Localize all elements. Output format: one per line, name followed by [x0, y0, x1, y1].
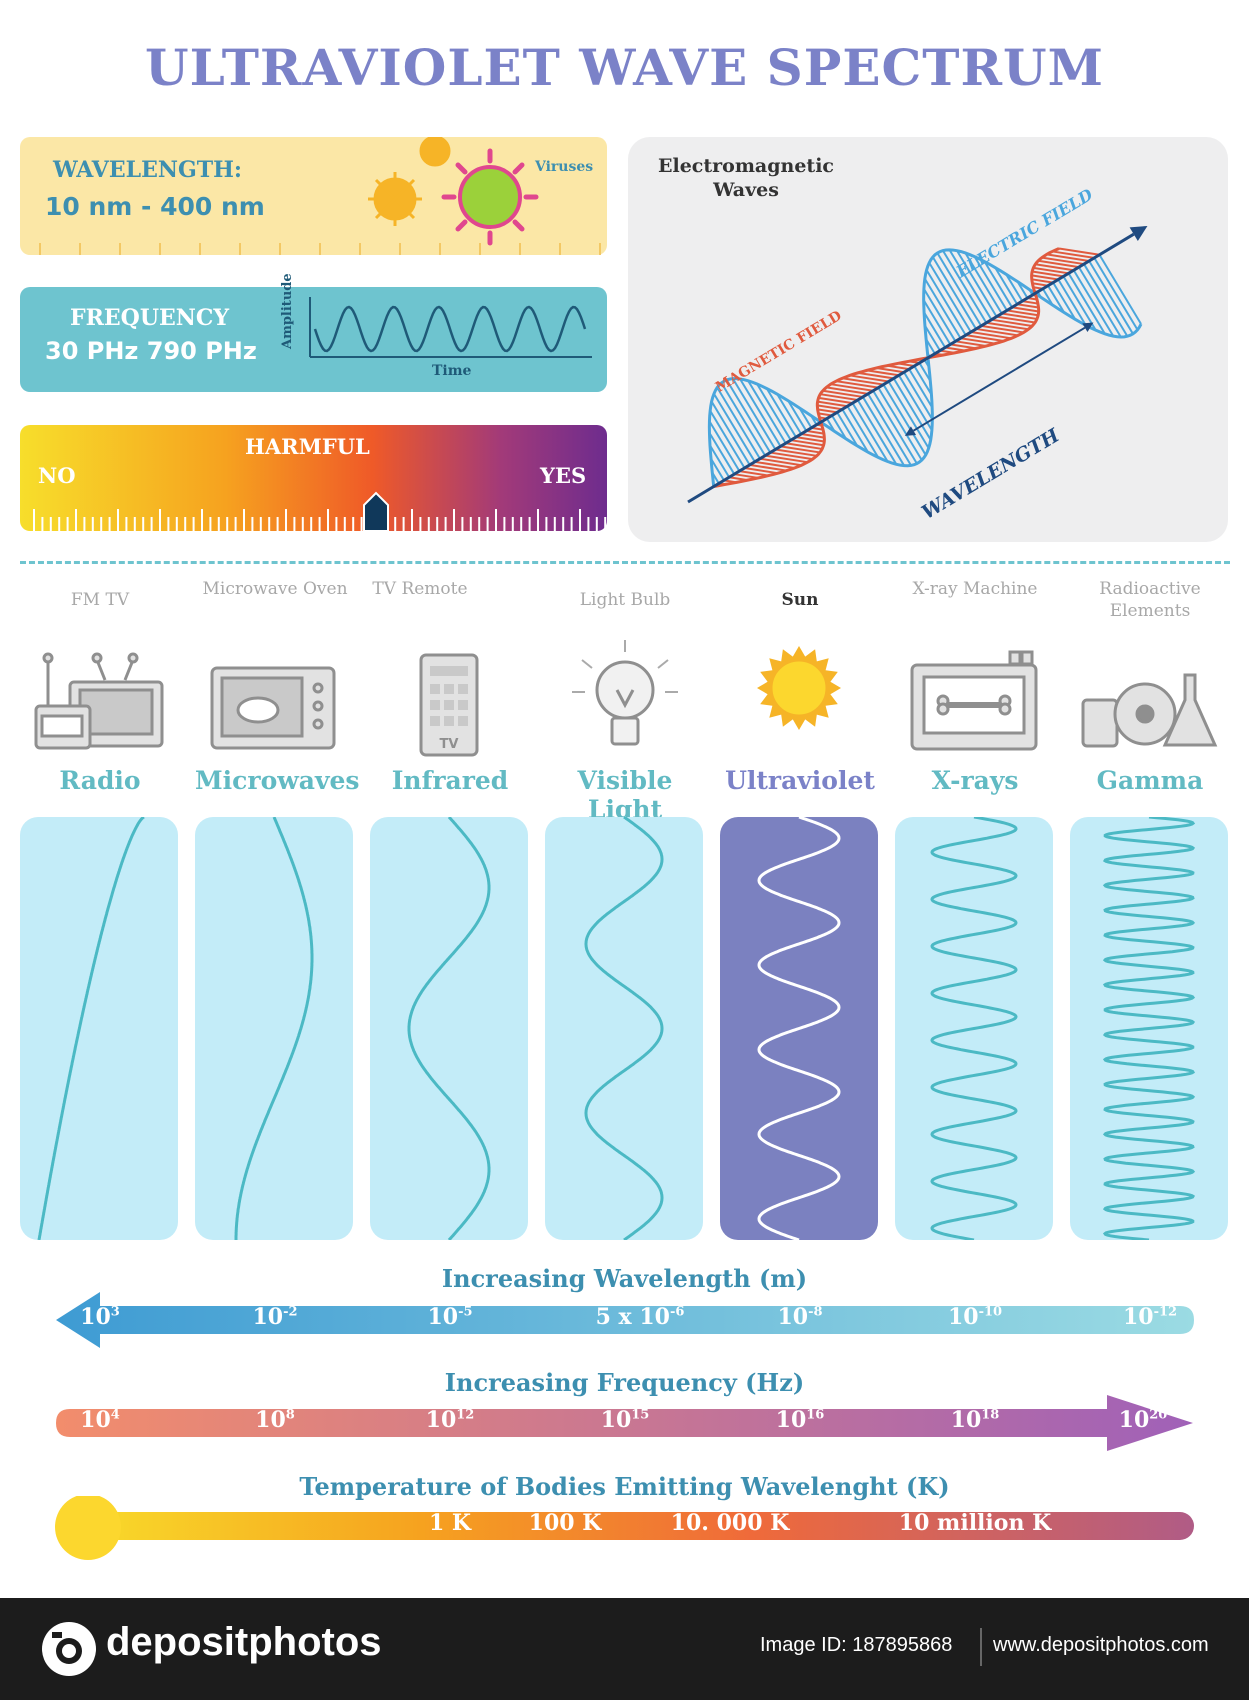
temperature-axis-bar: [55, 1496, 1194, 1560]
em-waves-card: Electromagnetic Waves ELECTRIC FIELD MAG…: [628, 137, 1228, 542]
virus-icon: [39, 137, 601, 255]
wavelength-tick-4: 10-8: [777, 1304, 823, 1330]
frequency-tick-1: 108: [255, 1407, 295, 1433]
wave-label-xrays: X-rays: [931, 766, 1019, 795]
frequency-tick-2: 1012: [425, 1407, 475, 1433]
sun-icon: [757, 646, 841, 730]
wave-panel-ultraviolet: [720, 817, 878, 1240]
wavelength-axis-bar: [56, 1292, 1194, 1348]
wave-label-visible-light: Visible Light: [577, 766, 673, 824]
wave-path-ultraviolet: [757, 817, 841, 1240]
wavelength-tick-6: 10-12: [1122, 1304, 1178, 1330]
source-label-microwave-oven: Microwave Oven: [202, 579, 348, 599]
wave-label-microwaves: Microwaves: [195, 766, 360, 795]
source-label-sun: Sun: [781, 590, 819, 610]
footer-bar: depositphotos Image ID: 187895868 www.de…: [0, 1598, 1249, 1700]
frequency-axis-bar: [56, 1395, 1193, 1451]
temperature-tick-0: 1 K: [428, 1510, 472, 1536]
frequency-tick-6: 1020: [1118, 1407, 1168, 1433]
wave-panel-xrays: [895, 817, 1053, 1240]
footer-divider: [980, 1628, 982, 1666]
wave-path-microwaves: [234, 817, 314, 1240]
wavelength-label: WAVELENGTH:: [53, 157, 243, 183]
footer-brand: depositphotos: [106, 1620, 382, 1664]
frequency-tick-5: 1018: [950, 1407, 1000, 1433]
temperature-tick-3: 10 million K: [898, 1510, 1052, 1536]
microwave-oven-icon: [210, 666, 336, 750]
wave-panel-microwaves: [195, 817, 353, 1240]
frequency-card: FREQUENCY 30 PHz 790 PHz Amplitude Time: [20, 273, 607, 392]
radio-tv-icon: [34, 652, 164, 750]
wave-panel-radio: [20, 817, 178, 1240]
ruler-ticks: [39, 243, 601, 255]
frequency-value: 30 PHz 790 PHz: [45, 337, 257, 365]
xray-machine-icon: [910, 650, 1038, 751]
wave-path-visible-light: [584, 817, 664, 1240]
page-title: ULTRAVIOLET WAVE SPECTRUM: [145, 38, 1104, 97]
footer-url: www.depositphotos.com: [993, 1634, 1209, 1656]
source-label-tv-remote: TV Remote: [372, 579, 468, 599]
tv-remote-icon: [419, 653, 479, 757]
temperature-tick-2: 10. 000 K: [670, 1510, 790, 1536]
harmful-scale: [33, 491, 607, 531]
wave-path-infrared: [407, 817, 491, 1240]
harmful-no-label: NO: [38, 463, 76, 488]
frequency-tick-0: 104: [80, 1407, 120, 1433]
source-label-xray-machine: X-ray Machine: [912, 579, 1038, 599]
frequency-tick-4: 1016: [775, 1407, 825, 1433]
harmful-label: HARMFUL: [245, 434, 370, 459]
wave-label-ultraviolet: Ultraviolet: [725, 766, 875, 795]
wave-panel-infrared: [370, 817, 528, 1240]
wavelength-axis-title: Increasing Wavelength (m): [441, 1264, 808, 1293]
wavelength-card: WAVELENGTH: 10 nm - 400 nm Viruses: [20, 137, 607, 255]
source-label-radioactive: Radioactive Elements: [1099, 579, 1201, 621]
wavelength-tick-3: 5 x 10-6: [595, 1304, 685, 1330]
temperature-tick-1: 100 K: [528, 1510, 602, 1536]
wavelength-tick-5: 10-10: [947, 1304, 1003, 1330]
em-title: Electromagnetic Waves: [646, 154, 846, 202]
source-label-light-bulb: Light Bulb: [579, 590, 671, 610]
camera-logo-icon: [42, 1622, 96, 1676]
em-title-line1: Electromagnetic: [658, 155, 834, 177]
wavelength-tick-2: 10-5: [427, 1304, 473, 1330]
wave-path-gamma: [1102, 817, 1196, 1240]
wave-label-gamma: Gamma: [1096, 766, 1204, 795]
radioactive-icon: [1081, 673, 1218, 748]
wave-label-infrared: Infrared: [391, 766, 509, 795]
source-label-fm-tv: FM TV: [70, 590, 130, 610]
harmful-level-marker: [363, 491, 389, 531]
em-title-line2: Waves: [713, 179, 779, 201]
wave-panel-gamma: [1070, 817, 1228, 1240]
wavelength-tick-0: 103: [80, 1304, 120, 1330]
wave-path-xrays: [930, 817, 1018, 1240]
harmful-card: HARMFUL NO YES: [20, 425, 607, 531]
frequency-wave-plot: [309, 297, 592, 358]
time-label: Time: [432, 363, 472, 379]
temperature-axis-title: Temperature of Bodies Emitting Wavelengh…: [299, 1472, 950, 1501]
remote-tv-text: TV: [440, 737, 459, 752]
wave-path-radio: [37, 817, 145, 1240]
temperature-sun-dot: [55, 1496, 121, 1560]
source-icons: TV: [34, 640, 1218, 757]
wave-label-radio: Radio: [59, 766, 141, 795]
section-divider: [20, 561, 1230, 564]
viruses-label: Viruses: [535, 159, 594, 175]
frequency-tick-3: 1015: [600, 1407, 650, 1433]
footer-image-id: Image ID: 187895868: [760, 1634, 953, 1656]
wavelength-tick-1: 10-2: [252, 1304, 298, 1330]
harmful-yes-label: YES: [540, 463, 587, 488]
amplitude-label: Amplitude: [280, 273, 295, 349]
em-wave-diagram: [687, 225, 1148, 504]
wave-panel-visible-light: [545, 817, 703, 1240]
frequency-label: FREQUENCY: [70, 305, 230, 331]
frequency-axis-title: Increasing Frequency (Hz): [444, 1368, 805, 1397]
light-bulb-icon: [572, 640, 678, 746]
wavelength-value: 10 nm - 400 nm: [45, 192, 265, 221]
